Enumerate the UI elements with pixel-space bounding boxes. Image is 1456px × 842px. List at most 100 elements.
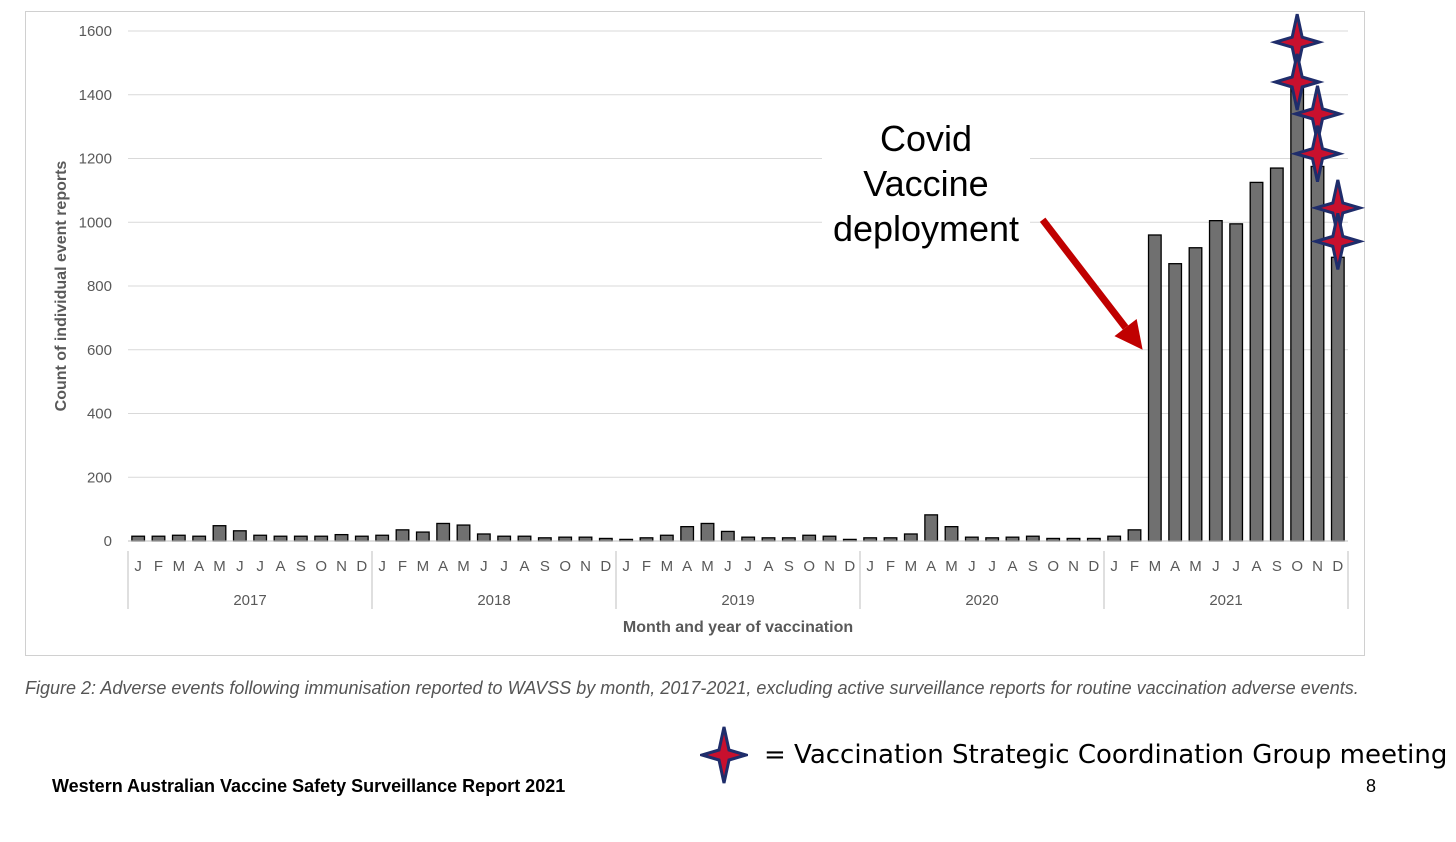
x-tick-label: D xyxy=(356,558,367,575)
x-tick-label: O xyxy=(1047,558,1059,575)
bar xyxy=(354,535,369,542)
x-tick-label: D xyxy=(1332,558,1343,575)
x-tick-label: J xyxy=(1232,558,1240,575)
figure-caption: Figure 2: Adverse events following immun… xyxy=(25,678,1359,698)
year-label: 2018 xyxy=(477,592,510,609)
x-tick-label: O xyxy=(1291,558,1303,575)
annotation-line: Covid xyxy=(879,118,973,159)
x-tick-label: N xyxy=(1068,558,1079,575)
y-tick-label: 0 xyxy=(104,533,112,550)
year-label: 2021 xyxy=(1209,592,1242,609)
y-tick-label: 1400 xyxy=(79,87,112,104)
four-point-star-icon xyxy=(1269,53,1325,111)
bar xyxy=(1188,247,1203,542)
x-tick-label: M xyxy=(905,558,918,575)
bar xyxy=(273,535,288,542)
x-tick-label: F xyxy=(886,558,895,575)
bar xyxy=(517,535,532,542)
bar xyxy=(802,534,817,542)
year-label: 2019 xyxy=(721,592,754,609)
x-tick-label: A xyxy=(1251,558,1261,575)
y-axis-title: Count of individual event reports xyxy=(53,161,70,412)
annotation-arrow-shaft xyxy=(1039,217,1129,330)
bar xyxy=(171,534,186,542)
bar xyxy=(375,534,390,542)
x-tick-label: M xyxy=(661,558,674,575)
x-tick-label: S xyxy=(784,558,794,575)
annotation-arrow-head xyxy=(1114,319,1143,350)
bar xyxy=(497,535,512,542)
x-tick-label: J xyxy=(968,558,976,575)
x-tick-label: F xyxy=(398,558,407,575)
bar xyxy=(924,514,939,542)
y-tick-label: 1200 xyxy=(79,151,112,168)
bar xyxy=(436,522,451,542)
x-tick-label: S xyxy=(540,558,550,575)
x-tick-label: N xyxy=(824,558,835,575)
y-tick-label: 800 xyxy=(87,278,112,295)
bar xyxy=(314,535,329,542)
bar xyxy=(1208,220,1223,542)
page-number: 8 xyxy=(1366,776,1377,796)
four-point-star-icon xyxy=(1290,125,1345,183)
y-tick-label: 1000 xyxy=(79,214,112,231)
year-label: 2017 xyxy=(233,592,266,609)
x-tick-label: J xyxy=(724,558,732,575)
x-tick-label: A xyxy=(438,558,448,575)
bar xyxy=(1147,234,1162,542)
bar xyxy=(456,524,471,542)
y-tick-label: 400 xyxy=(87,406,112,423)
bar xyxy=(700,522,715,542)
bar xyxy=(578,536,593,542)
x-tick-label: O xyxy=(315,558,327,575)
report-title: Western Australian Vaccine Safety Survei… xyxy=(52,776,566,796)
bar xyxy=(1168,263,1183,542)
x-tick-label: F xyxy=(642,558,651,575)
x-tick-label: A xyxy=(519,558,529,575)
y-tick-label: 1600 xyxy=(79,23,112,40)
x-tick-label: J xyxy=(744,558,752,575)
x-tick-label: O xyxy=(803,558,815,575)
x-tick-label: M xyxy=(457,558,470,575)
x-tick-label: N xyxy=(336,558,347,575)
bar xyxy=(131,535,146,542)
bar xyxy=(1005,536,1020,542)
x-tick-label: A xyxy=(275,558,285,575)
x-tick-label: O xyxy=(559,558,571,575)
bar xyxy=(1229,223,1244,542)
x-tick-label: J xyxy=(866,558,874,575)
covid-vaccine-annotation: Covid Vaccine deployment xyxy=(822,112,1030,255)
bar xyxy=(476,533,491,542)
x-tick-label: J xyxy=(622,558,630,575)
bar xyxy=(822,535,837,542)
x-tick-label: N xyxy=(1312,558,1323,575)
x-tick-label: M xyxy=(1189,558,1202,575)
bar xyxy=(1127,529,1142,542)
bar xyxy=(659,534,674,542)
marker-legend: = Vaccination Strategic Coordination Gro… xyxy=(700,726,1447,784)
annotation-line: Vaccine xyxy=(863,163,989,204)
annotation-line: deployment xyxy=(832,208,1020,249)
x-tick-label: A xyxy=(1170,558,1180,575)
x-tick-label: J xyxy=(500,558,508,575)
bar xyxy=(253,534,268,542)
x-tick-label: J xyxy=(1110,558,1118,575)
bar xyxy=(232,530,247,542)
x-tick-label: A xyxy=(1007,558,1017,575)
bar xyxy=(720,530,735,542)
bar xyxy=(1310,165,1325,542)
bar xyxy=(151,535,166,542)
x-tick-label: A xyxy=(926,558,936,575)
x-tick-label: A xyxy=(763,558,773,575)
x-tick-label: J xyxy=(236,558,244,575)
bar xyxy=(944,526,959,542)
x-tick-label: M xyxy=(417,558,430,575)
bar xyxy=(192,535,207,542)
x-tick-label: M xyxy=(701,558,714,575)
x-tick-label: J xyxy=(480,558,488,575)
bar xyxy=(558,536,573,542)
year-label: 2020 xyxy=(965,592,998,609)
bar xyxy=(212,525,227,542)
four-point-star-icon xyxy=(700,726,748,784)
